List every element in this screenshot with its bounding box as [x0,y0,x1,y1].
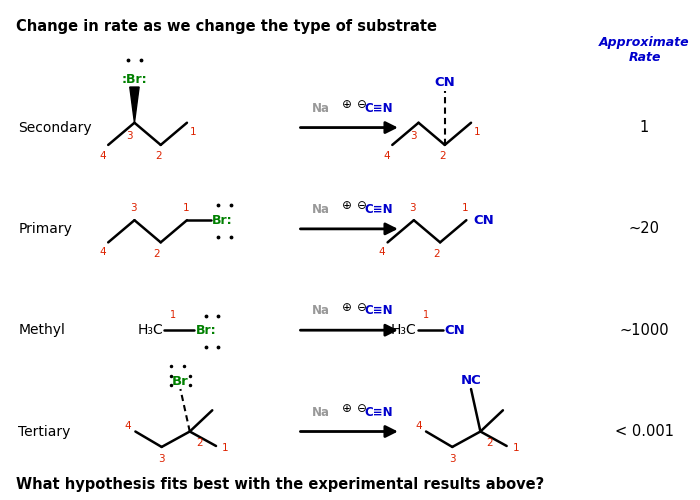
Text: 2: 2 [440,150,446,160]
Text: ~20: ~20 [629,222,660,236]
Text: ⊕: ⊕ [342,199,352,212]
Text: Methyl: Methyl [18,323,65,337]
Text: Na: Na [312,406,330,418]
Text: 3: 3 [158,454,165,464]
Text: 4: 4 [125,420,131,430]
Text: C≡N: C≡N [365,102,393,115]
Text: 3: 3 [410,131,417,141]
Text: 2: 2 [196,438,202,448]
Text: ⊕: ⊕ [342,402,352,415]
Polygon shape [130,87,139,122]
Text: :Br:: :Br: [122,73,147,86]
Text: 3: 3 [130,202,136,212]
Text: ⊖: ⊖ [357,402,368,415]
Text: CN: CN [444,324,466,336]
Text: 3: 3 [410,202,416,212]
Text: 2: 2 [155,150,162,160]
Text: ⊖: ⊖ [357,199,368,212]
Text: H₃C: H₃C [391,323,416,337]
Text: ⊕: ⊕ [342,300,352,314]
Text: C≡N: C≡N [365,203,393,216]
Text: 1: 1 [222,443,229,453]
Text: Br:: Br: [196,324,217,336]
Text: Br:: Br: [212,214,233,226]
Text: NC: NC [461,374,482,387]
Text: ~1000: ~1000 [620,322,669,338]
Text: 2: 2 [153,249,160,259]
Text: 4: 4 [379,247,385,257]
Text: < 0.001: < 0.001 [615,424,674,439]
Text: 1: 1 [475,128,481,138]
Text: CN: CN [473,214,494,226]
Text: 1: 1 [423,310,429,320]
Text: 3: 3 [127,131,133,141]
Text: 1: 1 [170,310,176,320]
Text: 1: 1 [190,128,197,138]
Text: 2: 2 [433,249,440,259]
Text: ⊖: ⊖ [357,300,368,314]
Text: Tertiary: Tertiary [18,424,71,438]
Text: Secondary: Secondary [18,120,92,134]
Text: 2: 2 [486,438,493,448]
Text: Na: Na [312,203,330,216]
Text: 4: 4 [99,247,106,257]
Text: What hypothesis fits best with the experimental results above?: What hypothesis fits best with the exper… [16,477,545,492]
Text: 3: 3 [449,454,456,464]
Text: 1: 1 [183,202,189,212]
Text: 1: 1 [462,202,469,212]
Text: CN: CN [435,76,455,88]
Text: Br: Br [172,375,189,388]
Text: Na: Na [312,304,330,318]
Text: H₃C: H₃C [138,323,164,337]
Text: ⊖: ⊖ [357,98,368,111]
Text: Approximate
Rate: Approximate Rate [599,36,689,64]
Text: 1: 1 [512,443,519,453]
Text: ⊕: ⊕ [342,98,352,111]
Text: Change in rate as we change the type of substrate: Change in rate as we change the type of … [16,18,438,34]
Text: Na: Na [312,102,330,115]
Text: 1: 1 [640,120,649,135]
Text: 4: 4 [384,150,390,160]
Text: 4: 4 [415,420,422,430]
Text: Primary: Primary [18,222,72,236]
Text: C≡N: C≡N [365,406,393,418]
Text: C≡N: C≡N [365,304,393,318]
Text: 4: 4 [99,150,106,160]
